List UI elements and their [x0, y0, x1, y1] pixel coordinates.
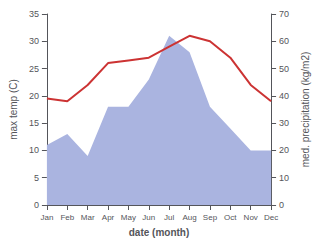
svg-text:30: 30 [279, 118, 289, 128]
svg-text:Jun: Jun [142, 213, 155, 222]
svg-text:Aug: Aug [182, 213, 196, 222]
svg-text:35: 35 [29, 9, 39, 19]
svg-text:20: 20 [29, 91, 39, 101]
svg-text:Oct: Oct [224, 213, 237, 222]
svg-text:date (month): date (month) [129, 227, 190, 238]
svg-text:50: 50 [279, 64, 289, 74]
svg-text:May: May [121, 213, 136, 222]
svg-text:30: 30 [29, 36, 39, 46]
svg-text:70: 70 [279, 9, 289, 19]
svg-text:Jul: Jul [164, 213, 174, 222]
svg-text:Dec: Dec [264, 213, 278, 222]
svg-text:10: 10 [29, 145, 39, 155]
svg-text:0: 0 [279, 200, 284, 210]
svg-text:Nov: Nov [244, 213, 258, 222]
svg-text:Jan: Jan [40, 213, 53, 222]
svg-text:Apr: Apr [102, 213, 115, 222]
svg-text:60: 60 [279, 36, 289, 46]
svg-text:max temp (C): max temp (C) [8, 79, 19, 140]
svg-text:med. precipitation (kg/m2): med. precipitation (kg/m2) [300, 52, 311, 168]
svg-text:20: 20 [279, 145, 289, 155]
svg-text:15: 15 [29, 118, 39, 128]
svg-text:Feb: Feb [60, 213, 74, 222]
svg-text:5: 5 [34, 173, 39, 183]
svg-text:0: 0 [34, 200, 39, 210]
svg-text:25: 25 [29, 64, 39, 74]
svg-text:Mar: Mar [81, 213, 95, 222]
svg-text:10: 10 [279, 173, 289, 183]
svg-text:40: 40 [279, 91, 289, 101]
svg-text:Sep: Sep [203, 213, 218, 222]
